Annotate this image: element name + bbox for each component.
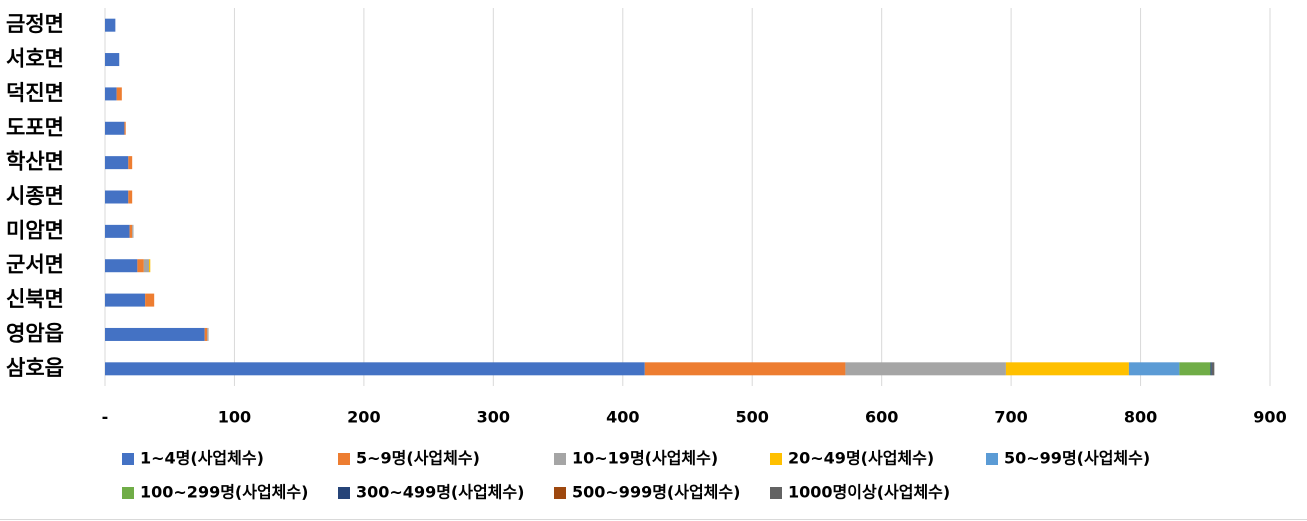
category-label: 학산면 <box>6 150 64 174</box>
category-label: 군서면 <box>6 253 64 277</box>
legend-swatch <box>338 487 350 499</box>
x-tick-label: 100 <box>218 408 251 427</box>
bar-segment <box>105 18 116 32</box>
bar-segment <box>116 87 122 101</box>
bar-segment <box>105 327 205 341</box>
category-label: 시종면 <box>6 184 64 208</box>
x-tick-label: 700 <box>994 408 1027 427</box>
bar-segment <box>105 362 645 376</box>
legend-label: 50~99명(사업체수) <box>1004 449 1150 468</box>
legend-label: 5~9명(사업체수) <box>356 449 480 468</box>
bar-segment <box>105 259 138 273</box>
x-tick-label: 600 <box>865 408 898 427</box>
legend-swatch <box>770 487 782 499</box>
bar-segment <box>1210 362 1212 376</box>
category-label: 신북면 <box>6 287 64 311</box>
bar-segment <box>845 362 1006 376</box>
bar-segment <box>105 53 120 67</box>
bar-segment <box>128 190 133 204</box>
legend-label: 300~499명(사업체수) <box>356 483 524 502</box>
legend-label: 10~19명(사업체수) <box>572 449 718 468</box>
x-tick-label: 500 <box>736 408 769 427</box>
legend-swatch <box>554 487 566 499</box>
category-label: 도포면 <box>6 115 64 139</box>
bar-segment <box>105 224 130 238</box>
category-label: 서호면 <box>6 47 64 71</box>
bar-segment <box>1211 362 1215 376</box>
bar-segment <box>137 259 144 273</box>
legend-swatch <box>554 453 566 465</box>
category-label: 금정면 <box>6 12 64 36</box>
legend-swatch <box>122 453 134 465</box>
bar-segment <box>1128 362 1180 376</box>
bar-segment <box>204 327 208 341</box>
x-tick-label: 300 <box>477 408 510 427</box>
legend-swatch <box>770 453 782 465</box>
legend-label: 1000명이상(사업체수) <box>788 483 950 502</box>
bar-segment <box>105 293 146 307</box>
bar-segment <box>149 259 151 273</box>
bar-segment <box>105 87 117 101</box>
bar-segment <box>1179 362 1211 376</box>
legend-label: 100~299명(사업체수) <box>140 483 308 502</box>
legend-swatch <box>338 453 350 465</box>
category-label: 영암읍 <box>6 321 64 345</box>
legend-swatch <box>122 487 134 499</box>
bar-segment <box>105 190 129 204</box>
bar-segment <box>145 293 155 307</box>
bar-segment <box>105 156 129 170</box>
bar-segment <box>207 327 209 341</box>
x-tick-label: 400 <box>606 408 639 427</box>
category-label: 덕진면 <box>6 81 64 105</box>
bar-segment <box>644 362 846 376</box>
x-tick-label: - <box>102 408 109 427</box>
bar-segment <box>132 224 134 238</box>
legend-label: 500~999명(사업체수) <box>572 483 740 502</box>
bar-segment <box>129 224 133 238</box>
x-tick-label: 800 <box>1124 408 1157 427</box>
x-tick-label: 200 <box>347 408 380 427</box>
bar-segment <box>124 121 126 135</box>
category-label: 미암면 <box>6 218 64 242</box>
bar-segment <box>1005 362 1129 376</box>
x-tick-label: 900 <box>1253 408 1286 427</box>
legend-label: 20~49명(사업체수) <box>788 449 934 468</box>
legend-label: 1~4명(사업체수) <box>140 449 264 468</box>
bar-segment <box>143 259 150 273</box>
bar-segment <box>128 156 133 170</box>
bar-segment <box>105 121 125 135</box>
legend-swatch <box>986 453 998 465</box>
category-label: 삼호읍 <box>6 356 64 380</box>
